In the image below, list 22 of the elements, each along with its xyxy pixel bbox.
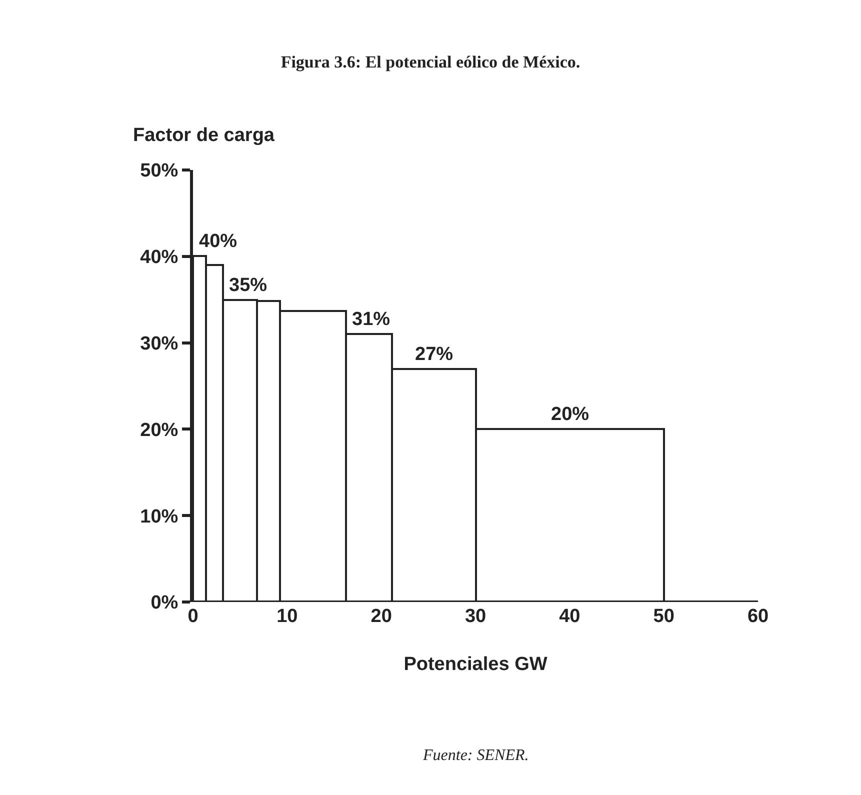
- x-tick-label: 0: [188, 606, 198, 627]
- y-tick-label: 40%: [140, 247, 178, 268]
- x-tick-label: 50: [653, 606, 674, 627]
- y-tick-label: 10%: [140, 506, 178, 528]
- chart-title: Figura 3.6: El potencial eólico de México.: [280, 52, 580, 72]
- data-label: 40%: [199, 231, 238, 252]
- y-tick-label: 30%: [140, 333, 178, 354]
- data-label: 31%: [352, 309, 390, 330]
- data-label: 35%: [229, 275, 268, 296]
- y-tick-label: 20%: [140, 420, 178, 441]
- data-label: 27%: [415, 344, 454, 365]
- x-axis-title: Potenciales GW: [404, 654, 548, 675]
- y-tick-label: 0%: [150, 592, 178, 614]
- x-tick-label: 20: [370, 606, 392, 627]
- source-note: Fuente: SENER.: [422, 747, 529, 764]
- data-label: 20%: [551, 404, 590, 425]
- x-tick-label: 60: [747, 606, 769, 627]
- x-tick-label: 40: [559, 606, 580, 627]
- y-tick-label: 50%: [140, 160, 178, 182]
- x-tick-label: 10: [276, 606, 298, 627]
- y-axis-title: Factor de carga: [133, 125, 275, 146]
- x-tick-label: 30: [464, 606, 486, 627]
